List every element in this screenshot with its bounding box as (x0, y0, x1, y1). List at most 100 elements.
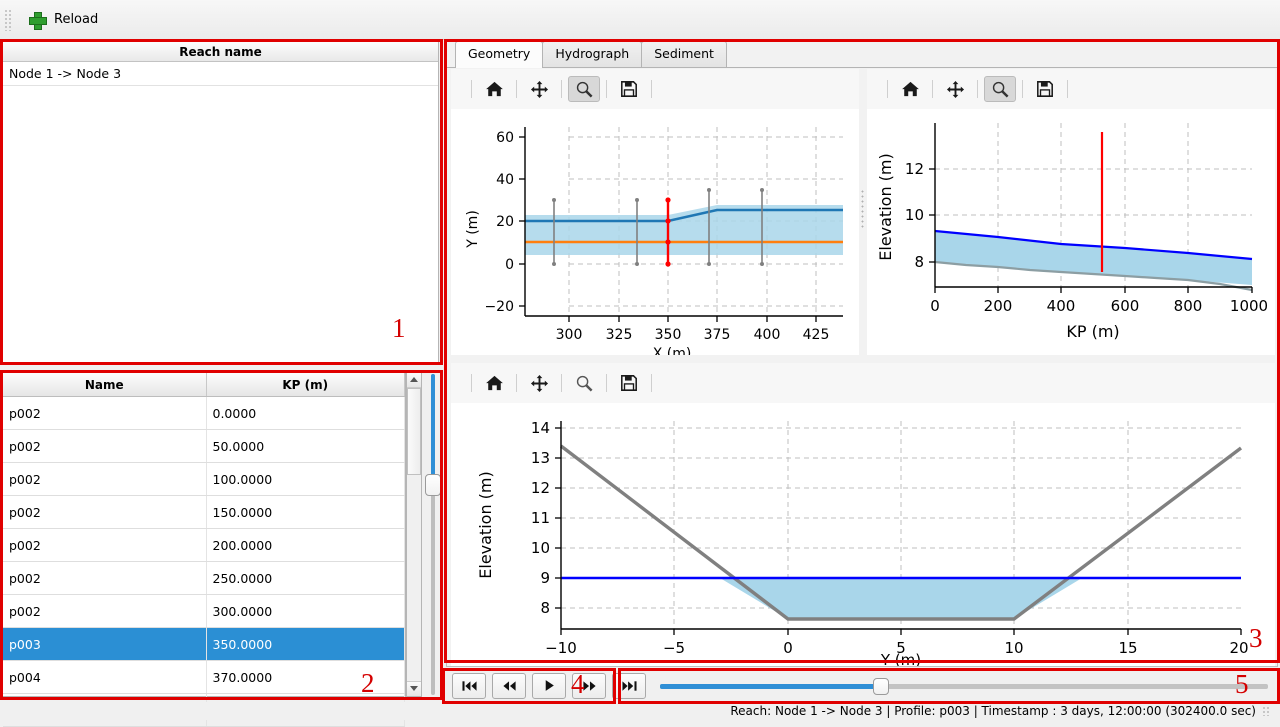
svg-text:Elevation (m): Elevation (m) (876, 153, 895, 260)
profile-table: Name KP (m) p002 0.0000 p002 50.0000 p002 100… (3, 373, 405, 727)
move-icon (530, 374, 548, 392)
cell-kp: 200.0000 (206, 528, 405, 562)
skip-to-end-button[interactable] (612, 672, 646, 699)
svg-text:0: 0 (783, 639, 793, 657)
scroll-down-arrow-icon[interactable] (407, 681, 421, 696)
longprofile-plot[interactable]: 12 10 8 0 200 400 (867, 109, 1275, 355)
status-bar-text: Reach: Node 1 -> Node 3 | Profile: p003 … (730, 704, 1256, 718)
svg-text:13: 13 (531, 449, 550, 467)
vertical-slider-thumb[interactable] (425, 474, 441, 496)
table-row[interactable]: p002 200.0000 (3, 528, 405, 562)
cell-kp: 100.0000 (206, 462, 405, 496)
save-button[interactable] (613, 76, 645, 102)
horizontal-splitter-handle[interactable] (447, 355, 1277, 363)
svg-text:600: 600 (1111, 297, 1140, 315)
home-button[interactable] (478, 76, 510, 102)
skip-end-icon (621, 680, 637, 691)
table-row[interactable]: p002 50.0000 (3, 429, 405, 463)
svg-text:0: 0 (930, 297, 940, 315)
play-button[interactable] (532, 672, 566, 699)
column-header-name[interactable]: Name (3, 373, 207, 397)
svg-text:−5: −5 (663, 639, 685, 657)
svg-text:X (m): X (m) (653, 346, 692, 355)
step-forward-button[interactable] (572, 672, 606, 699)
svg-text:400: 400 (1047, 297, 1076, 315)
table-vertical-scrollbar[interactable] (406, 372, 422, 697)
svg-text:9: 9 (540, 569, 550, 587)
svg-text:800: 800 (1174, 297, 1203, 315)
svg-text:20: 20 (496, 214, 514, 230)
save-button[interactable] (1029, 76, 1061, 102)
upper-plot-row: 60 40 20 0 −20 (447, 69, 1277, 355)
zoom-button[interactable] (984, 76, 1016, 102)
home-icon (485, 375, 503, 390)
table-row[interactable]: p002 250.0000 (3, 561, 405, 595)
svg-text:300: 300 (556, 327, 583, 343)
toolbar-drag-handle[interactable] (4, 8, 13, 31)
table-row[interactable]: p002 0.0000 (3, 396, 405, 430)
svg-text:10: 10 (531, 539, 550, 557)
timestep-slider[interactable] (660, 677, 1268, 695)
home-button[interactable] (894, 76, 926, 102)
timestep-slider-fill (660, 683, 879, 689)
vertical-splitter-handle[interactable] (860, 189, 865, 229)
scroll-up-arrow-icon[interactable] (407, 373, 421, 388)
zoom-button[interactable] (568, 76, 600, 102)
plus-icon (29, 11, 47, 30)
save-button[interactable] (613, 370, 645, 396)
svg-text:Elevation (m): Elevation (m) (476, 471, 495, 578)
timestep-slider-thumb[interactable] (872, 677, 889, 695)
table-row[interactable]: p003 350.0000 (3, 627, 405, 661)
cell-name: p002 (3, 462, 207, 496)
reach-list-item[interactable]: Node 1 -> Node 3 (3, 62, 438, 86)
svg-text:400: 400 (754, 327, 781, 343)
scrollbar-thumb[interactable] (407, 388, 421, 475)
resize-grip[interactable] (1262, 706, 1270, 716)
home-icon (485, 81, 503, 96)
reach-list-panel: Reach name Node 1 -> Node 3 (2, 41, 439, 363)
cell-name: p002 (3, 396, 207, 430)
crosssection-plot[interactable]: 14 13 12 11 10 9 8 (451, 403, 1275, 666)
skip-to-start-button[interactable] (452, 672, 486, 699)
table-row[interactable]: p002 150.0000 (3, 495, 405, 529)
svg-text:325: 325 (606, 327, 633, 343)
table-header-row: Name KP (m) (3, 373, 405, 397)
svg-text:Y (m): Y (m) (880, 651, 921, 666)
tab-bar: Geometry Hydrograph Sediment (447, 41, 1277, 68)
reload-button[interactable]: Reload (21, 9, 106, 31)
table-row[interactable]: p004 370.0000 (3, 660, 405, 694)
floppy-disk-icon (621, 81, 637, 97)
svg-text:40: 40 (496, 172, 514, 188)
pan-button[interactable] (523, 76, 555, 102)
planview-plot[interactable]: 60 40 20 0 −20 (451, 109, 859, 355)
longprofile-mpl-toolbar (867, 69, 1275, 109)
crosssection-mpl-toolbar (451, 363, 1275, 403)
cell-name: p002 (3, 561, 207, 595)
table-row[interactable]: p002 100.0000 (3, 462, 405, 496)
magnifier-icon (576, 81, 592, 97)
cell-name: p003 (3, 627, 207, 661)
cell-kp: 0.0000 (206, 396, 405, 430)
main-toolbar: Reload (0, 0, 1280, 40)
pan-button[interactable] (523, 370, 555, 396)
zoom-button[interactable] (568, 370, 600, 396)
step-backward-button[interactable] (492, 672, 526, 699)
profile-table-body: p002 0.0000 p002 50.0000 p002 100.0000 p002 150… (3, 396, 405, 727)
table-row[interactable]: p002 300.0000 (3, 594, 405, 628)
pan-button[interactable] (939, 76, 971, 102)
svg-text:0: 0 (505, 257, 514, 273)
tab-geometry[interactable]: Geometry (455, 41, 544, 68)
svg-text:1000: 1000 (1230, 297, 1268, 315)
magnifier-icon (576, 375, 592, 391)
svg-text:−10: −10 (545, 639, 577, 657)
home-button[interactable] (478, 370, 510, 396)
cell-kp: 250.0000 (206, 561, 405, 595)
tab-sediment[interactable]: Sediment (641, 41, 727, 67)
column-header-kp[interactable]: KP (m) (206, 373, 405, 397)
move-icon (946, 80, 964, 98)
profile-vertical-slider[interactable] (424, 372, 442, 697)
rewind-icon (502, 680, 516, 691)
tab-hydrograph[interactable]: Hydrograph (542, 41, 643, 67)
cell-name: p002 (3, 594, 207, 628)
svg-text:375: 375 (704, 327, 731, 343)
